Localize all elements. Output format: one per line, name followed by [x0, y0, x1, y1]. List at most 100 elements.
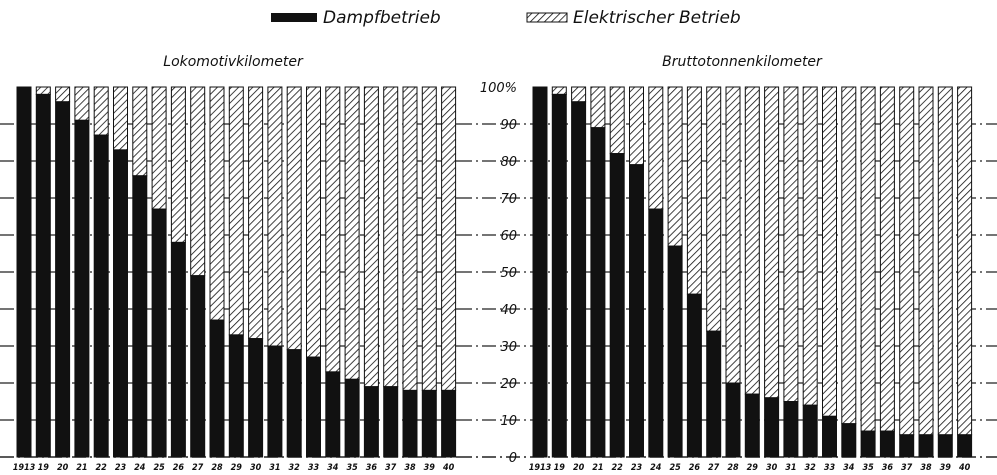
x-tick-39: 39	[940, 463, 952, 473]
bar-electric-32	[802, 86, 818, 406]
bar-steam-33	[822, 415, 837, 458]
bar-electric-39	[421, 86, 437, 391]
y-ticks-right: 0 10 20 30 40 50 60 70 80 90 100%	[480, 81, 517, 466]
bar-steam-32	[802, 404, 818, 458]
bar-electric-35	[344, 86, 360, 380]
bar-steam-38	[402, 389, 418, 458]
bar-steam-31	[783, 401, 799, 458]
bar-steam-29	[228, 334, 244, 458]
bar-steam-1913	[16, 86, 32, 458]
legend-electric-label: Elektrischer Betrieb	[573, 8, 741, 28]
legend-steam-swatch	[271, 13, 317, 22]
bar-steam-26	[686, 293, 702, 458]
bar-steam-35	[860, 430, 876, 458]
bar-electric-25	[667, 86, 683, 247]
bar-electric-20	[55, 86, 71, 103]
bar-electric-33	[306, 86, 321, 358]
x-tick-29: 29	[231, 463, 243, 473]
bar-electric-19	[551, 86, 567, 95]
bar-electric-20	[571, 86, 587, 103]
bar-electric-40	[441, 86, 457, 391]
bar-steam-36	[879, 430, 895, 458]
bar-steam-21	[590, 127, 606, 458]
bar-steam-31	[267, 345, 283, 458]
x-tick-25: 25	[153, 463, 165, 473]
legend-electric-swatch	[526, 12, 568, 23]
x-tick-32: 32	[289, 463, 301, 473]
chart-lokomotivkilometer: Lokomotivkilometer 1913 19 20 21 22 23 24 25 26 2…	[0, 54, 458, 473]
x-tick-28: 28	[727, 463, 739, 473]
x-tick-23: 23	[631, 463, 643, 473]
bar-electric-22	[609, 86, 625, 155]
x-tick-23: 23	[115, 463, 127, 473]
x-tick-33: 33	[308, 463, 320, 473]
bar-steam-22	[93, 134, 109, 458]
x-tick-38: 38	[920, 463, 932, 473]
x-tick-40: 40	[959, 463, 971, 473]
bar-steam-26	[170, 241, 186, 458]
bar-electric-24	[132, 86, 148, 177]
x-tick-24: 24	[650, 463, 662, 473]
bar-electric-34	[841, 86, 857, 425]
bars-left	[16, 86, 457, 458]
bar-electric-38	[918, 86, 934, 436]
bar-steam-34	[325, 371, 341, 458]
bar-electric-23	[113, 86, 128, 151]
x-ticks-left: 1913 19 20 21 22 23 24 25 26 27 28 29 30 31 32 33 34 35 36…	[13, 463, 455, 473]
bar-steam-28	[725, 382, 741, 458]
bar-electric-21	[74, 86, 90, 121]
x-tick-25: 25	[669, 463, 681, 473]
bar-steam-25	[667, 245, 683, 458]
bar-electric-28	[209, 86, 225, 321]
x-tick-31: 31	[269, 463, 280, 473]
x-tick-19: 19	[554, 463, 566, 473]
y-tick-50: 50	[500, 266, 517, 281]
bar-electric-26	[170, 86, 186, 243]
y-tick-20: 20	[500, 377, 517, 392]
bar-electric-35	[860, 86, 876, 432]
bar-electric-40	[957, 86, 973, 436]
bar-steam-24	[132, 175, 148, 458]
bar-electric-30	[248, 86, 264, 340]
x-tick-33: 33	[824, 463, 836, 473]
x-tick-28: 28	[211, 463, 223, 473]
bar-steam-32	[286, 349, 302, 458]
bar-electric-21	[590, 86, 606, 129]
x-tick-24: 24	[134, 463, 146, 473]
bar-steam-39	[421, 389, 437, 458]
bar-steam-21	[74, 119, 90, 458]
bar-steam-28	[209, 319, 225, 458]
y-tick-30: 30	[500, 340, 517, 355]
bar-steam-40	[957, 434, 973, 458]
y-tick-60: 60	[500, 229, 517, 244]
y-tick-0: 0	[509, 451, 517, 466]
x-tick-22: 22	[96, 463, 108, 473]
bar-electric-33	[822, 86, 837, 417]
x-tick-26: 26	[173, 463, 185, 473]
bar-electric-39	[937, 86, 953, 436]
x-tick-29: 29	[747, 463, 759, 473]
x-tick-22: 22	[612, 463, 624, 473]
bar-steam-40	[441, 389, 457, 458]
x-tick-27: 27	[708, 463, 720, 473]
chart-title-right: Bruttotonnenkilometer	[662, 54, 823, 70]
bar-electric-25	[151, 86, 167, 210]
bar-steam-30	[248, 338, 264, 458]
bar-electric-36	[363, 86, 379, 388]
x-tick-36: 36	[366, 463, 378, 473]
bar-electric-29	[228, 86, 244, 336]
x-tick-1913: 1913	[529, 463, 552, 473]
bar-electric-32	[286, 86, 302, 351]
x-tick-21: 21	[76, 463, 87, 473]
bar-electric-22	[93, 86, 109, 136]
x-tick-34: 34	[843, 463, 855, 473]
x-tick-20: 20	[57, 463, 69, 473]
bar-steam-37	[383, 386, 399, 458]
bar-electric-37	[899, 86, 915, 436]
bar-steam-35	[344, 378, 360, 458]
bar-steam-27	[190, 275, 206, 458]
chart-title-left: Lokomotivkilometer	[163, 54, 304, 70]
bar-steam-22	[609, 153, 625, 458]
bar-electric-27	[190, 86, 206, 277]
